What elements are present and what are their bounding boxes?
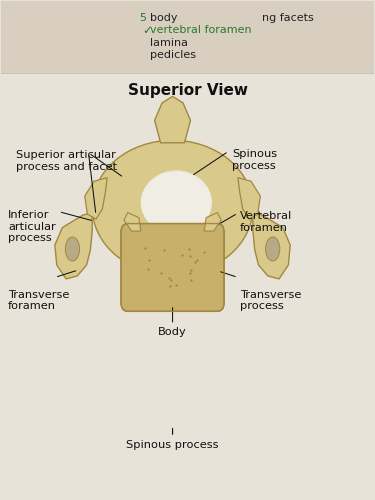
Text: body: body: [150, 12, 178, 22]
Polygon shape: [238, 178, 260, 219]
Polygon shape: [253, 212, 290, 279]
Ellipse shape: [92, 140, 253, 275]
Ellipse shape: [141, 172, 212, 234]
Text: Inferior
articular
process: Inferior articular process: [8, 210, 56, 244]
Text: ng facets: ng facets: [262, 12, 314, 22]
Polygon shape: [204, 212, 221, 231]
Text: Transverse
foramen: Transverse foramen: [8, 290, 69, 312]
Ellipse shape: [266, 237, 280, 261]
Polygon shape: [55, 212, 92, 279]
Text: Superior View: Superior View: [128, 83, 248, 98]
Text: pedicles: pedicles: [150, 50, 196, 59]
Text: ✓: ✓: [142, 24, 153, 36]
Text: vertebral foramen: vertebral foramen: [150, 25, 252, 35]
Text: Vertebral
foramen: Vertebral foramen: [240, 211, 292, 233]
Polygon shape: [124, 212, 141, 231]
Text: 5: 5: [139, 12, 146, 22]
Text: Body: Body: [158, 328, 187, 338]
Ellipse shape: [141, 170, 212, 235]
FancyBboxPatch shape: [121, 224, 224, 312]
Text: Transverse
process: Transverse process: [240, 290, 301, 312]
Text: Spinous process: Spinous process: [126, 440, 219, 450]
Text: Spinous
process: Spinous process: [232, 150, 278, 171]
Polygon shape: [85, 178, 107, 219]
Polygon shape: [154, 96, 190, 143]
Text: Superior articular
process and facet: Superior articular process and facet: [16, 150, 117, 172]
Text: lamina: lamina: [150, 38, 188, 48]
Bar: [1, 0, 374, 73]
Ellipse shape: [65, 237, 80, 261]
